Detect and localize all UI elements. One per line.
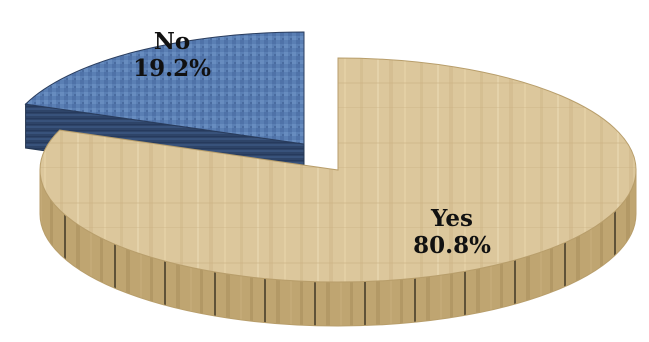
slice-label-yes: Yes 80.8% bbox=[392, 205, 512, 259]
slice-label-no: No 19.2% bbox=[122, 28, 222, 82]
slice-name-yes: Yes bbox=[430, 205, 473, 232]
slice-top-no bbox=[24, 31, 305, 145]
slice-top-yes bbox=[39, 57, 637, 283]
slice-value-no: 19.2% bbox=[133, 55, 211, 82]
slice-name-no: No bbox=[153, 28, 191, 55]
slice-value-yes: 80.8% bbox=[413, 232, 491, 259]
